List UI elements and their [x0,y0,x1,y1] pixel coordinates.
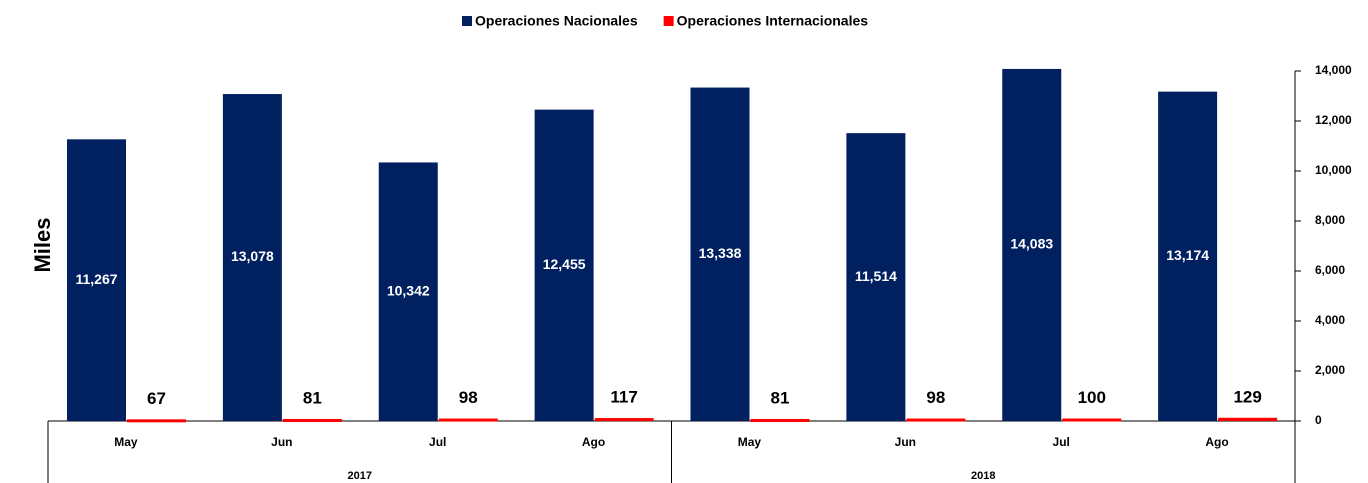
x-tick-label: Jun [271,435,292,449]
value-label: 10,342 [387,282,430,298]
value-label: 14,083 [1010,236,1053,252]
y-tick-label: 4,000 [1315,313,1345,327]
x-tick-label: May [114,435,138,449]
year-label: 2017 [348,470,372,482]
value-label: 13,338 [699,245,742,261]
bar [1158,91,1218,422]
bar [127,419,186,423]
value-label: 81 [303,388,322,407]
x-tick-label: May [738,435,762,449]
bar [690,87,750,422]
x-tick-label: Jul [429,435,446,449]
value-label: 11,267 [75,271,117,287]
y-tick-label: 8,000 [1315,213,1345,227]
bar [906,418,966,422]
value-label: 100 [1078,388,1106,407]
y-tick-label: 14,000 [1315,63,1352,77]
value-label: 98 [926,388,945,407]
y-tick-label: 10,000 [1315,163,1352,177]
bar [282,418,342,422]
bar [1218,417,1278,421]
value-label: 117 [610,388,637,407]
bar [1062,418,1122,422]
bar [438,418,498,422]
bar [1002,68,1062,422]
value-label: 13,174 [1166,247,1209,263]
year-label: 2018 [971,470,995,482]
bar [67,139,126,421]
x-tick-label: Jun [895,435,916,449]
value-label: 129 [1233,387,1261,406]
legend-swatch [462,16,472,26]
value-label: 13,078 [231,248,274,264]
x-tick-label: Jul [1053,435,1070,449]
y-tick-label: 2,000 [1315,363,1345,377]
bar [534,109,594,421]
value-label: 98 [459,388,478,407]
y-tick-label: 0 [1315,413,1322,427]
value-label: 67 [147,389,166,408]
bar [846,133,906,421]
value-label: 81 [771,388,790,407]
value-label: 12,455 [543,256,586,272]
y-tick-label: 12,000 [1315,113,1352,127]
x-tick-label: Ago [582,435,605,449]
value-label: 11,514 [855,268,897,284]
y-tick-label: 6,000 [1315,263,1345,277]
bar [750,418,810,422]
bar [222,94,282,422]
legend-label: Operaciones Nacionales [475,13,638,29]
legend-swatch [663,16,674,26]
x-tick-label: Ago [1205,435,1228,449]
bar [594,418,654,422]
legend-label: Operaciones Internacionales [677,13,869,29]
bar [378,162,438,421]
y-axis-label: Miles [30,217,55,272]
